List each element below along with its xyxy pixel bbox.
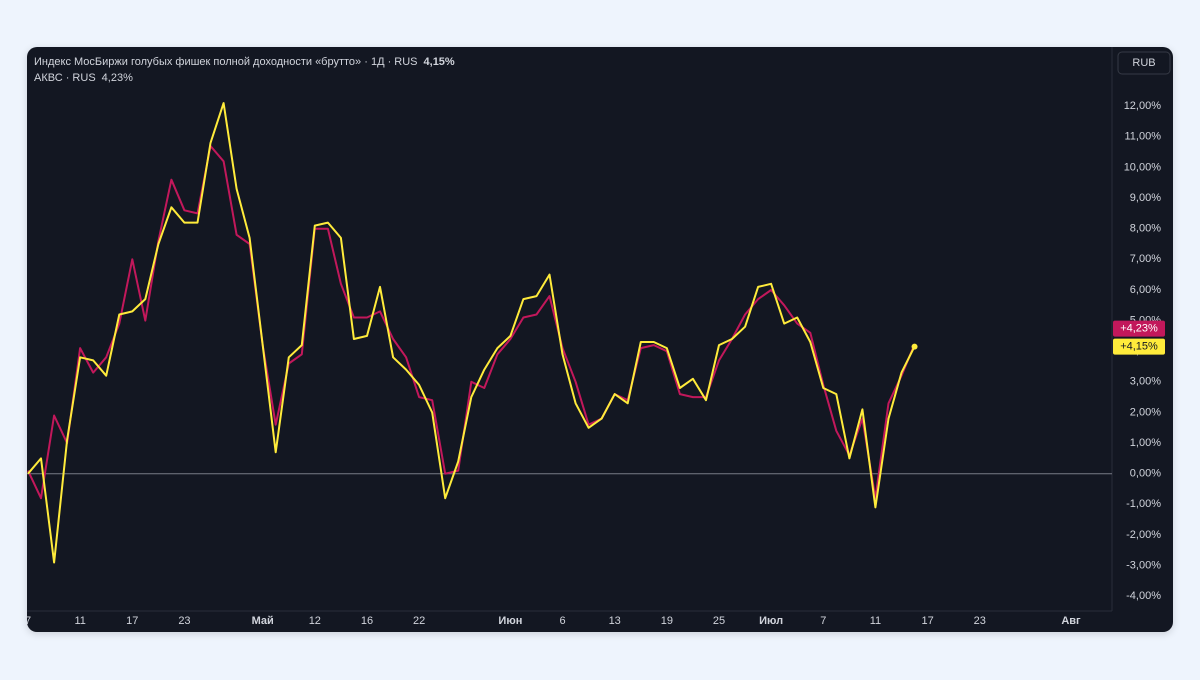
x-tick-label: 6 xyxy=(559,615,565,627)
y-tick-label: -4,00% xyxy=(1126,590,1161,602)
x-tick-label: 7 xyxy=(27,615,31,627)
x-tick-label: 12 xyxy=(309,615,321,627)
y-tick-label: -2,00% xyxy=(1126,529,1161,541)
currency-button-label[interactable]: RUB xyxy=(1132,57,1155,69)
x-tick-label: 23 xyxy=(178,615,190,627)
y-tick-label: 6,00% xyxy=(1130,284,1161,296)
x-tick-label: 16 xyxy=(361,615,373,627)
legend-entry: АКВС · RUS xyxy=(34,72,96,84)
x-tick-label: Июл xyxy=(759,615,783,627)
y-tick-label: 2,00% xyxy=(1130,406,1161,418)
x-tick-label: Июн xyxy=(498,615,522,627)
price-badge-label: +4,15% xyxy=(1120,341,1158,353)
price-badge-label: +4,23% xyxy=(1120,323,1158,335)
legend-value: 4,15% xyxy=(424,56,455,68)
y-tick-label: -1,00% xyxy=(1126,498,1161,510)
x-tick-label: 25 xyxy=(713,615,725,627)
currency-button[interactable] xyxy=(1117,51,1171,75)
legend: Индекс МосБиржи голубых фишек полной дох… xyxy=(34,56,455,84)
last-point xyxy=(911,343,918,350)
y-tick-label: 11,00% xyxy=(1125,131,1162,143)
legend-entry: Индекс МосБиржи голубых фишек полной дох… xyxy=(34,56,418,68)
x-tick-label: 17 xyxy=(921,615,933,627)
y-tick-label: -3,00% xyxy=(1126,559,1161,571)
y-tick-label: 10,00% xyxy=(1124,161,1162,173)
x-tick-label: Май xyxy=(252,615,274,627)
plot-area xyxy=(27,102,1112,564)
series-line xyxy=(27,145,916,500)
y-tick-label: 1,00% xyxy=(1130,437,1161,449)
x-tick-label: 11 xyxy=(870,615,881,627)
x-tick-label: 7 xyxy=(820,615,826,627)
x-tick-label: 23 xyxy=(974,615,986,627)
x-tick-label: Авг xyxy=(1061,615,1081,627)
y-tick-label: 7,00% xyxy=(1130,253,1161,265)
x-tick-label: 19 xyxy=(661,615,673,627)
x-tick-label: 22 xyxy=(413,615,425,627)
y-tick-label: 8,00% xyxy=(1130,223,1161,235)
y-tick-label: 9,00% xyxy=(1130,192,1161,204)
series-line xyxy=(27,102,916,564)
y-tick-label: 12,00% xyxy=(1124,100,1162,112)
legend-value: 4,23% xyxy=(102,72,133,84)
x-tick-label: 11 xyxy=(74,615,85,627)
price-badge xyxy=(1113,320,1165,337)
y-tick-label: 0,00% xyxy=(1130,468,1161,480)
chart: Индекс МосБиржи голубых фишек полной дох… xyxy=(27,47,1171,627)
y-tick-label: 3,00% xyxy=(1130,376,1161,388)
chart-card: Индекс МосБиржи голубых фишек полной дох… xyxy=(27,47,1173,632)
price-badge xyxy=(1113,338,1165,355)
x-tick-label: 13 xyxy=(609,615,621,627)
x-tick-label: 17 xyxy=(126,615,138,627)
